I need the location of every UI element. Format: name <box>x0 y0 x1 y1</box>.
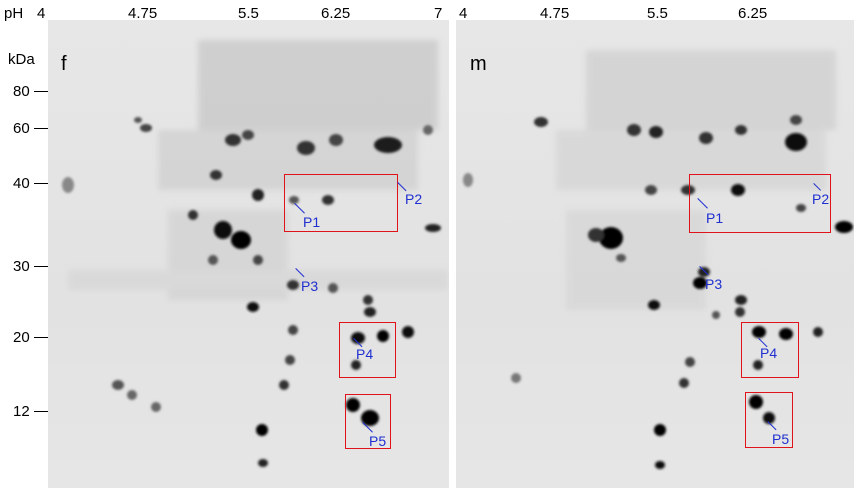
protein-label-p1: P1 <box>303 214 321 230</box>
mw-tick-60: 60 <box>13 120 30 137</box>
mw-tick-80: 80 <box>13 83 30 100</box>
ph-tick-right-6-25: 6.25 <box>738 5 768 22</box>
protein-label-p1: P1 <box>706 210 724 226</box>
highlight-box-p1-p2 <box>689 174 831 233</box>
protein-label-p3: P3 <box>301 278 319 294</box>
gel-spots-image <box>62 40 448 467</box>
mw-tick-mark <box>34 337 48 338</box>
panel-letter-m: m <box>470 53 487 75</box>
protein-label-p4: P4 <box>356 346 374 362</box>
mw-tick-mark <box>34 183 48 184</box>
protein-label-p2: P2 <box>812 191 830 207</box>
mw-tick-mark <box>34 411 48 412</box>
ph-tick-right-5-5: 5.5 <box>647 5 668 22</box>
ph-axis-label: pH <box>4 5 24 22</box>
mw-axis-unit: kDa <box>8 51 35 68</box>
gel-spots-image <box>463 50 853 469</box>
highlight-box-p5 <box>745 392 793 448</box>
panel-divider <box>449 20 456 488</box>
highlight-box-p1-p2 <box>284 174 398 232</box>
highlight-box-p5 <box>345 394 391 449</box>
panel-letter-f: f <box>61 53 67 75</box>
ph-tick-left-4: 4 <box>37 5 46 22</box>
protein-label-p3: P3 <box>705 276 723 292</box>
mw-tick-mark <box>34 91 48 92</box>
highlight-box-p4 <box>339 322 396 378</box>
protein-label-p5: P5 <box>369 433 387 449</box>
mw-tick-mark <box>34 128 48 129</box>
mw-tick-30: 30 <box>13 258 30 275</box>
protein-label-p5: P5 <box>772 431 790 447</box>
mw-tick-mark <box>34 266 48 267</box>
gel-panel-male: m P1 P2 P3 P4 P5 <box>456 20 854 488</box>
ph-tick-right-4-75: 4.75 <box>540 5 570 22</box>
ph-tick-right-4: 4 <box>459 5 468 22</box>
protein-label-p4: P4 <box>760 345 778 361</box>
gel-panel-female: f P1 P2 P3 P4 P5 <box>48 20 449 488</box>
ph-tick-left-5-5: 5.5 <box>238 5 259 22</box>
protein-label-p2: P2 <box>405 191 423 207</box>
mw-tick-40: 40 <box>13 175 30 192</box>
highlight-box-p4 <box>741 322 799 378</box>
mw-tick-12: 12 <box>13 403 30 420</box>
mw-tick-20: 20 <box>13 329 30 346</box>
ph-tick-left-4-75: 4.75 <box>128 5 158 22</box>
ph-tick-left-6-25: 6.25 <box>321 5 351 22</box>
ph-tick-left-7: 7 <box>434 5 443 22</box>
